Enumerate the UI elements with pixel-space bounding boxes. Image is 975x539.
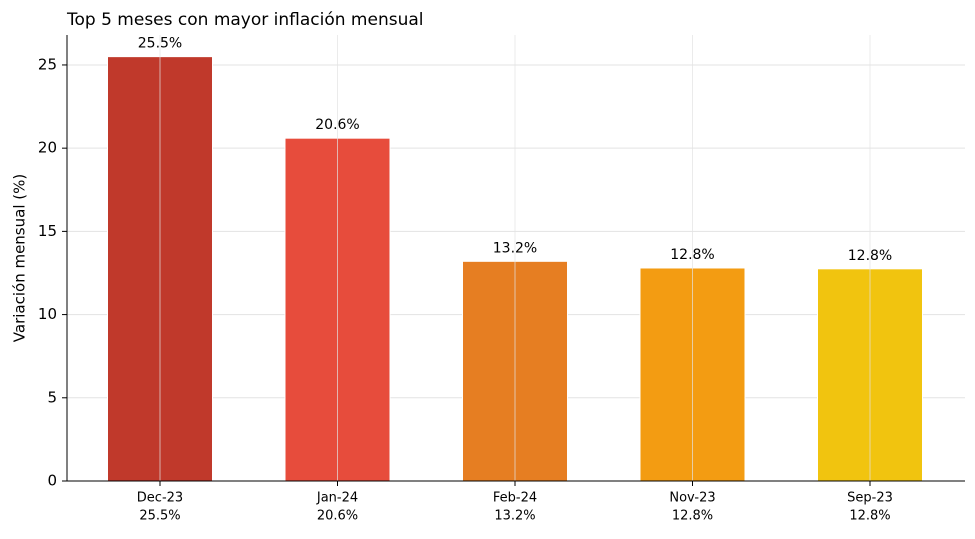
y-axis-label: Variación mensual (%) [11,174,29,342]
chart-title: Top 5 meses con mayor inflación mensual [66,10,424,30]
y-tick-label: 5 [47,388,57,406]
y-tick-label: 20 [38,139,57,157]
x-tick-value: 25.5% [139,509,180,524]
value-label: 13.2% [493,240,537,256]
x-tick-label: Nov-23 [669,491,715,506]
x-tick-value: 12.8% [672,509,713,524]
y-tick-label: 25 [38,55,57,73]
x-tick-value: 20.6% [317,509,358,524]
y-tick-label: 0 [47,472,57,490]
x-tick-value: 13.2% [494,509,535,524]
value-label: 25.5% [138,36,182,52]
y-tick-label: 10 [38,305,57,323]
x-tick-label: Jan-24 [316,491,358,506]
value-label: 12.8% [848,248,892,264]
x-tick-label: Dec-23 [137,491,183,506]
y-tick-label: 15 [38,222,57,240]
x-tick-value: 12.8% [849,509,890,524]
value-label: 20.6% [315,117,359,133]
value-label: 12.8% [670,247,714,263]
x-tick-label: Sep-23 [847,491,893,506]
x-tick-label: Feb-24 [493,491,537,506]
